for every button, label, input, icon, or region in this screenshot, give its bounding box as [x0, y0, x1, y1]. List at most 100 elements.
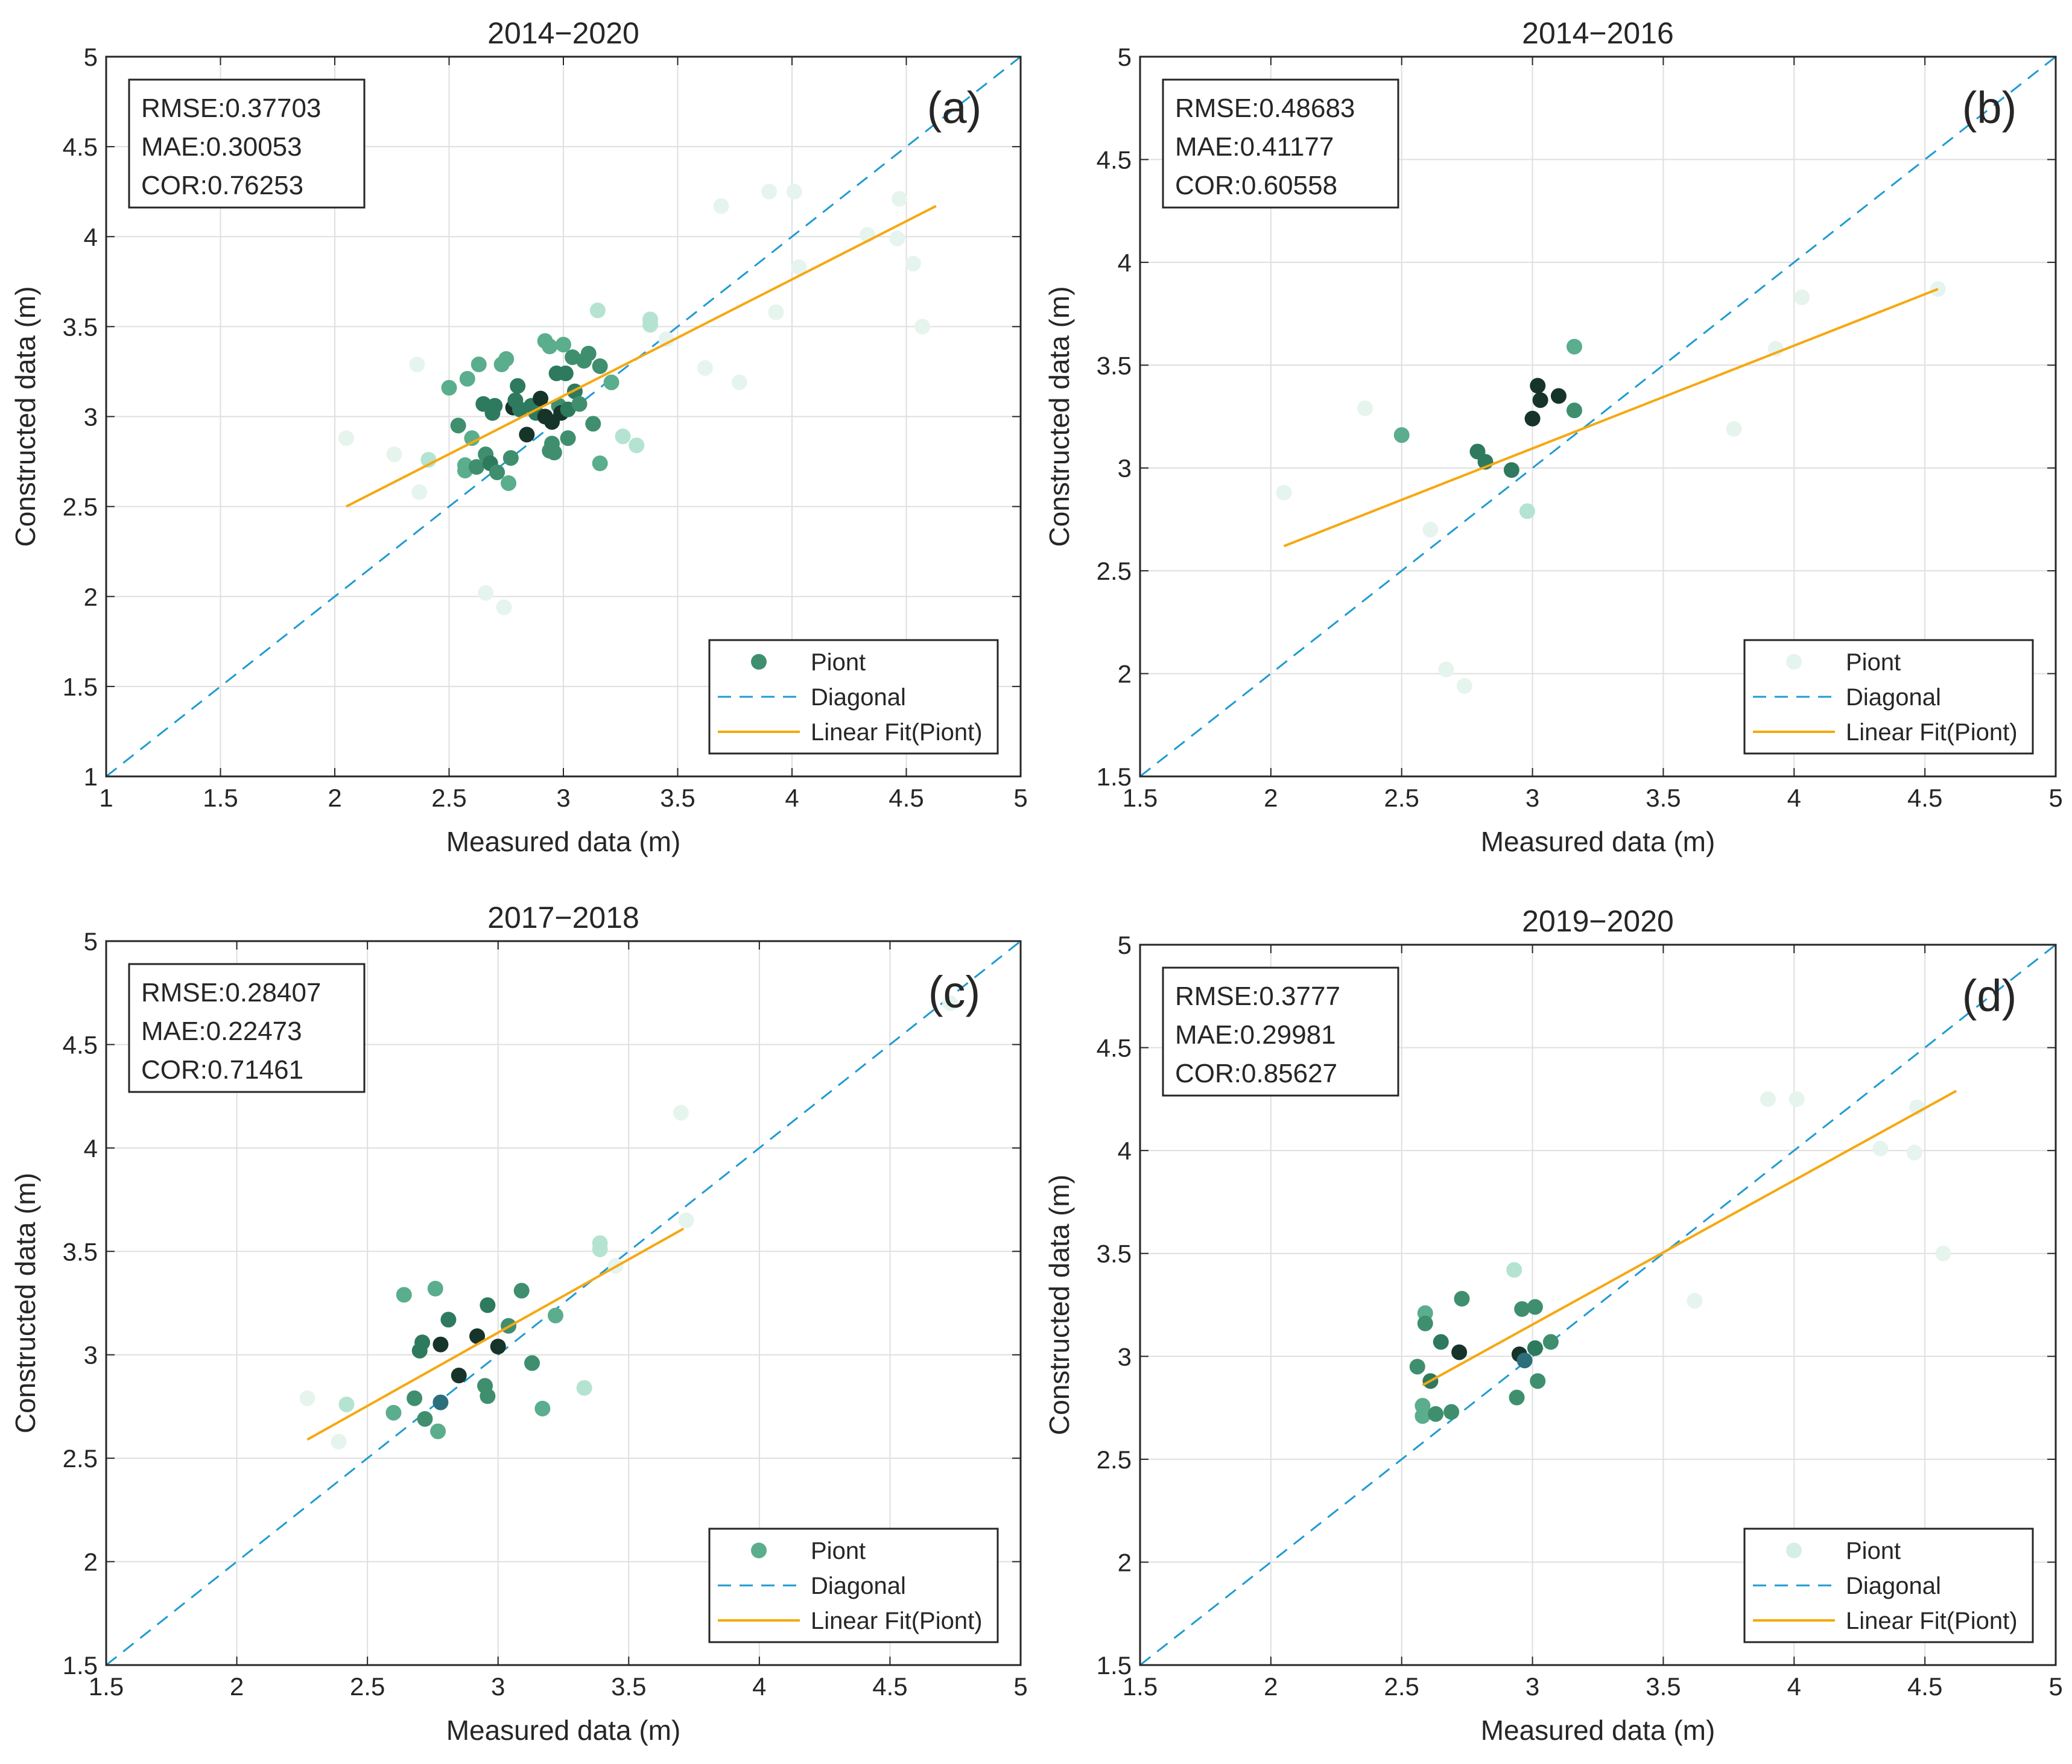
data-point — [1357, 400, 1373, 416]
x-tick-label: 4 — [1787, 784, 1801, 812]
stats-box — [1162, 966, 1399, 1097]
x-axis-label: Measured data (m) — [446, 826, 681, 857]
stats-box — [128, 78, 366, 209]
y-tick-label: 4 — [1118, 249, 1132, 277]
data-point — [1767, 341, 1784, 357]
legend-entry: Piont — [811, 649, 866, 676]
data-point — [1451, 1344, 1468, 1360]
panel-a: 1 1.5 2 2.5 3 3.5 4 4.5 5 1 1.5 2 2.5 3 3.5 4 4.5 5 2014−2… — [10, 16, 1028, 857]
x-tick-label: 4.5 — [872, 1672, 907, 1701]
panel-tag: (d) — [1962, 971, 2017, 1021]
data-point — [546, 445, 562, 461]
y-tick-label: 5 — [84, 927, 98, 956]
rmse-value: RMSE:0.37703 — [141, 94, 321, 123]
x-tick-label: 2.5 — [1384, 784, 1419, 812]
x-tick-label: 2 — [328, 784, 341, 812]
y-tick-label: 4.5 — [1097, 1034, 1132, 1062]
mae-value: MAE:0.30053 — [141, 132, 302, 162]
x-tick-label: 1.5 — [1123, 1672, 1158, 1701]
y-tick-label: 1.5 — [1097, 1651, 1132, 1680]
data-point — [1527, 1299, 1543, 1315]
rmse-value: RMSE:0.28407 — [141, 978, 321, 1007]
data-point — [1726, 420, 1742, 437]
data-point — [731, 374, 747, 390]
data-point — [548, 1307, 564, 1324]
legend-entry: Diagonal — [811, 1573, 906, 1599]
x-tick-label: 3 — [1525, 784, 1539, 812]
data-point — [440, 1312, 457, 1328]
x-tick-label: 4 — [752, 1672, 766, 1701]
chart-title: 2017−2018 — [487, 901, 639, 934]
x-tick-label: 1.5 — [1123, 784, 1158, 812]
data-point — [1566, 402, 1582, 419]
cor-value: COR:0.60558 — [1175, 171, 1337, 200]
data-point — [580, 346, 597, 362]
data-point — [430, 1423, 446, 1439]
y-tick-label: 3.5 — [1097, 1240, 1132, 1268]
legend-entry: Linear Fit(Piont) — [1846, 1608, 2018, 1634]
legend-entry: Linear Fit(Piont) — [811, 719, 983, 746]
panel-c: 1.5 2 2.5 3 3.5 4 4.5 5 1.5 2 2.5 3 3.5 4 4.5 5 2017−201… — [10, 901, 1028, 1746]
y-tick-label: 4 — [1118, 1137, 1132, 1165]
data-point — [556, 337, 571, 353]
data-point — [414, 1334, 431, 1351]
stats-box — [128, 963, 366, 1093]
data-point — [629, 437, 645, 454]
data-point — [299, 1390, 315, 1406]
cor-value: COR:0.71461 — [141, 1055, 303, 1085]
data-point — [534, 1400, 551, 1417]
y-tick-label: 4 — [84, 223, 98, 251]
rmse-value: RMSE:0.48683 — [1175, 94, 1355, 123]
data-point — [411, 484, 428, 500]
x-tick-label: 1.5 — [89, 1672, 124, 1701]
x-tick-label: 4.5 — [1907, 784, 1942, 812]
data-point — [513, 1283, 530, 1299]
data-point — [1788, 1091, 1805, 1107]
y-tick-label: 3 — [1118, 454, 1132, 483]
y-tick-label: 3 — [84, 403, 98, 431]
data-point — [441, 379, 457, 396]
x-tick-label: 2 — [1264, 784, 1278, 812]
data-point — [761, 183, 778, 200]
x-tick-label: 2 — [1264, 1672, 1278, 1701]
y-axis-label: Constructed data (m) — [1044, 286, 1075, 547]
legend-point-marker — [1786, 1543, 1802, 1558]
data-point — [468, 459, 484, 475]
data-point — [1516, 1353, 1533, 1369]
data-point — [533, 390, 549, 407]
data-point — [1417, 1315, 1433, 1331]
data-point — [478, 585, 494, 601]
data-point — [1550, 388, 1567, 404]
legend-point-marker — [751, 654, 767, 670]
data-point — [592, 1241, 608, 1257]
data-point — [490, 1339, 506, 1354]
data-point — [1422, 521, 1439, 538]
data-point — [417, 1411, 433, 1427]
data-point — [1872, 1140, 1889, 1156]
data-point — [331, 1433, 347, 1450]
data-point — [1433, 1334, 1449, 1350]
data-point — [576, 1380, 592, 1396]
chart-title: 2014−2020 — [487, 16, 639, 50]
axes-box — [105, 56, 1022, 778]
cor-value: COR:0.85627 — [1175, 1059, 1337, 1088]
linear-fit-line — [1283, 288, 1939, 548]
panel-tag: (a) — [927, 83, 981, 133]
y-tick-label: 1.5 — [63, 673, 98, 701]
data-point — [1527, 1340, 1543, 1356]
y-tick-label: 3.5 — [63, 313, 98, 341]
data-point — [1438, 661, 1454, 677]
data-point — [510, 378, 526, 394]
x-tick-label: 3 — [556, 784, 570, 812]
y-tick-label: 5 — [84, 43, 98, 71]
y-tick-label: 2 — [1118, 1548, 1132, 1576]
mae-value: MAE:0.29981 — [1175, 1020, 1336, 1050]
rmse-value: RMSE:0.3777 — [1175, 982, 1340, 1011]
x-tick-label: 3.5 — [660, 784, 695, 812]
data-point — [1456, 678, 1472, 694]
y-tick-label: 3.5 — [63, 1237, 98, 1266]
axes-box — [1139, 944, 2057, 1666]
x-tick-label: 5 — [2048, 784, 2062, 812]
data-point — [713, 198, 729, 214]
